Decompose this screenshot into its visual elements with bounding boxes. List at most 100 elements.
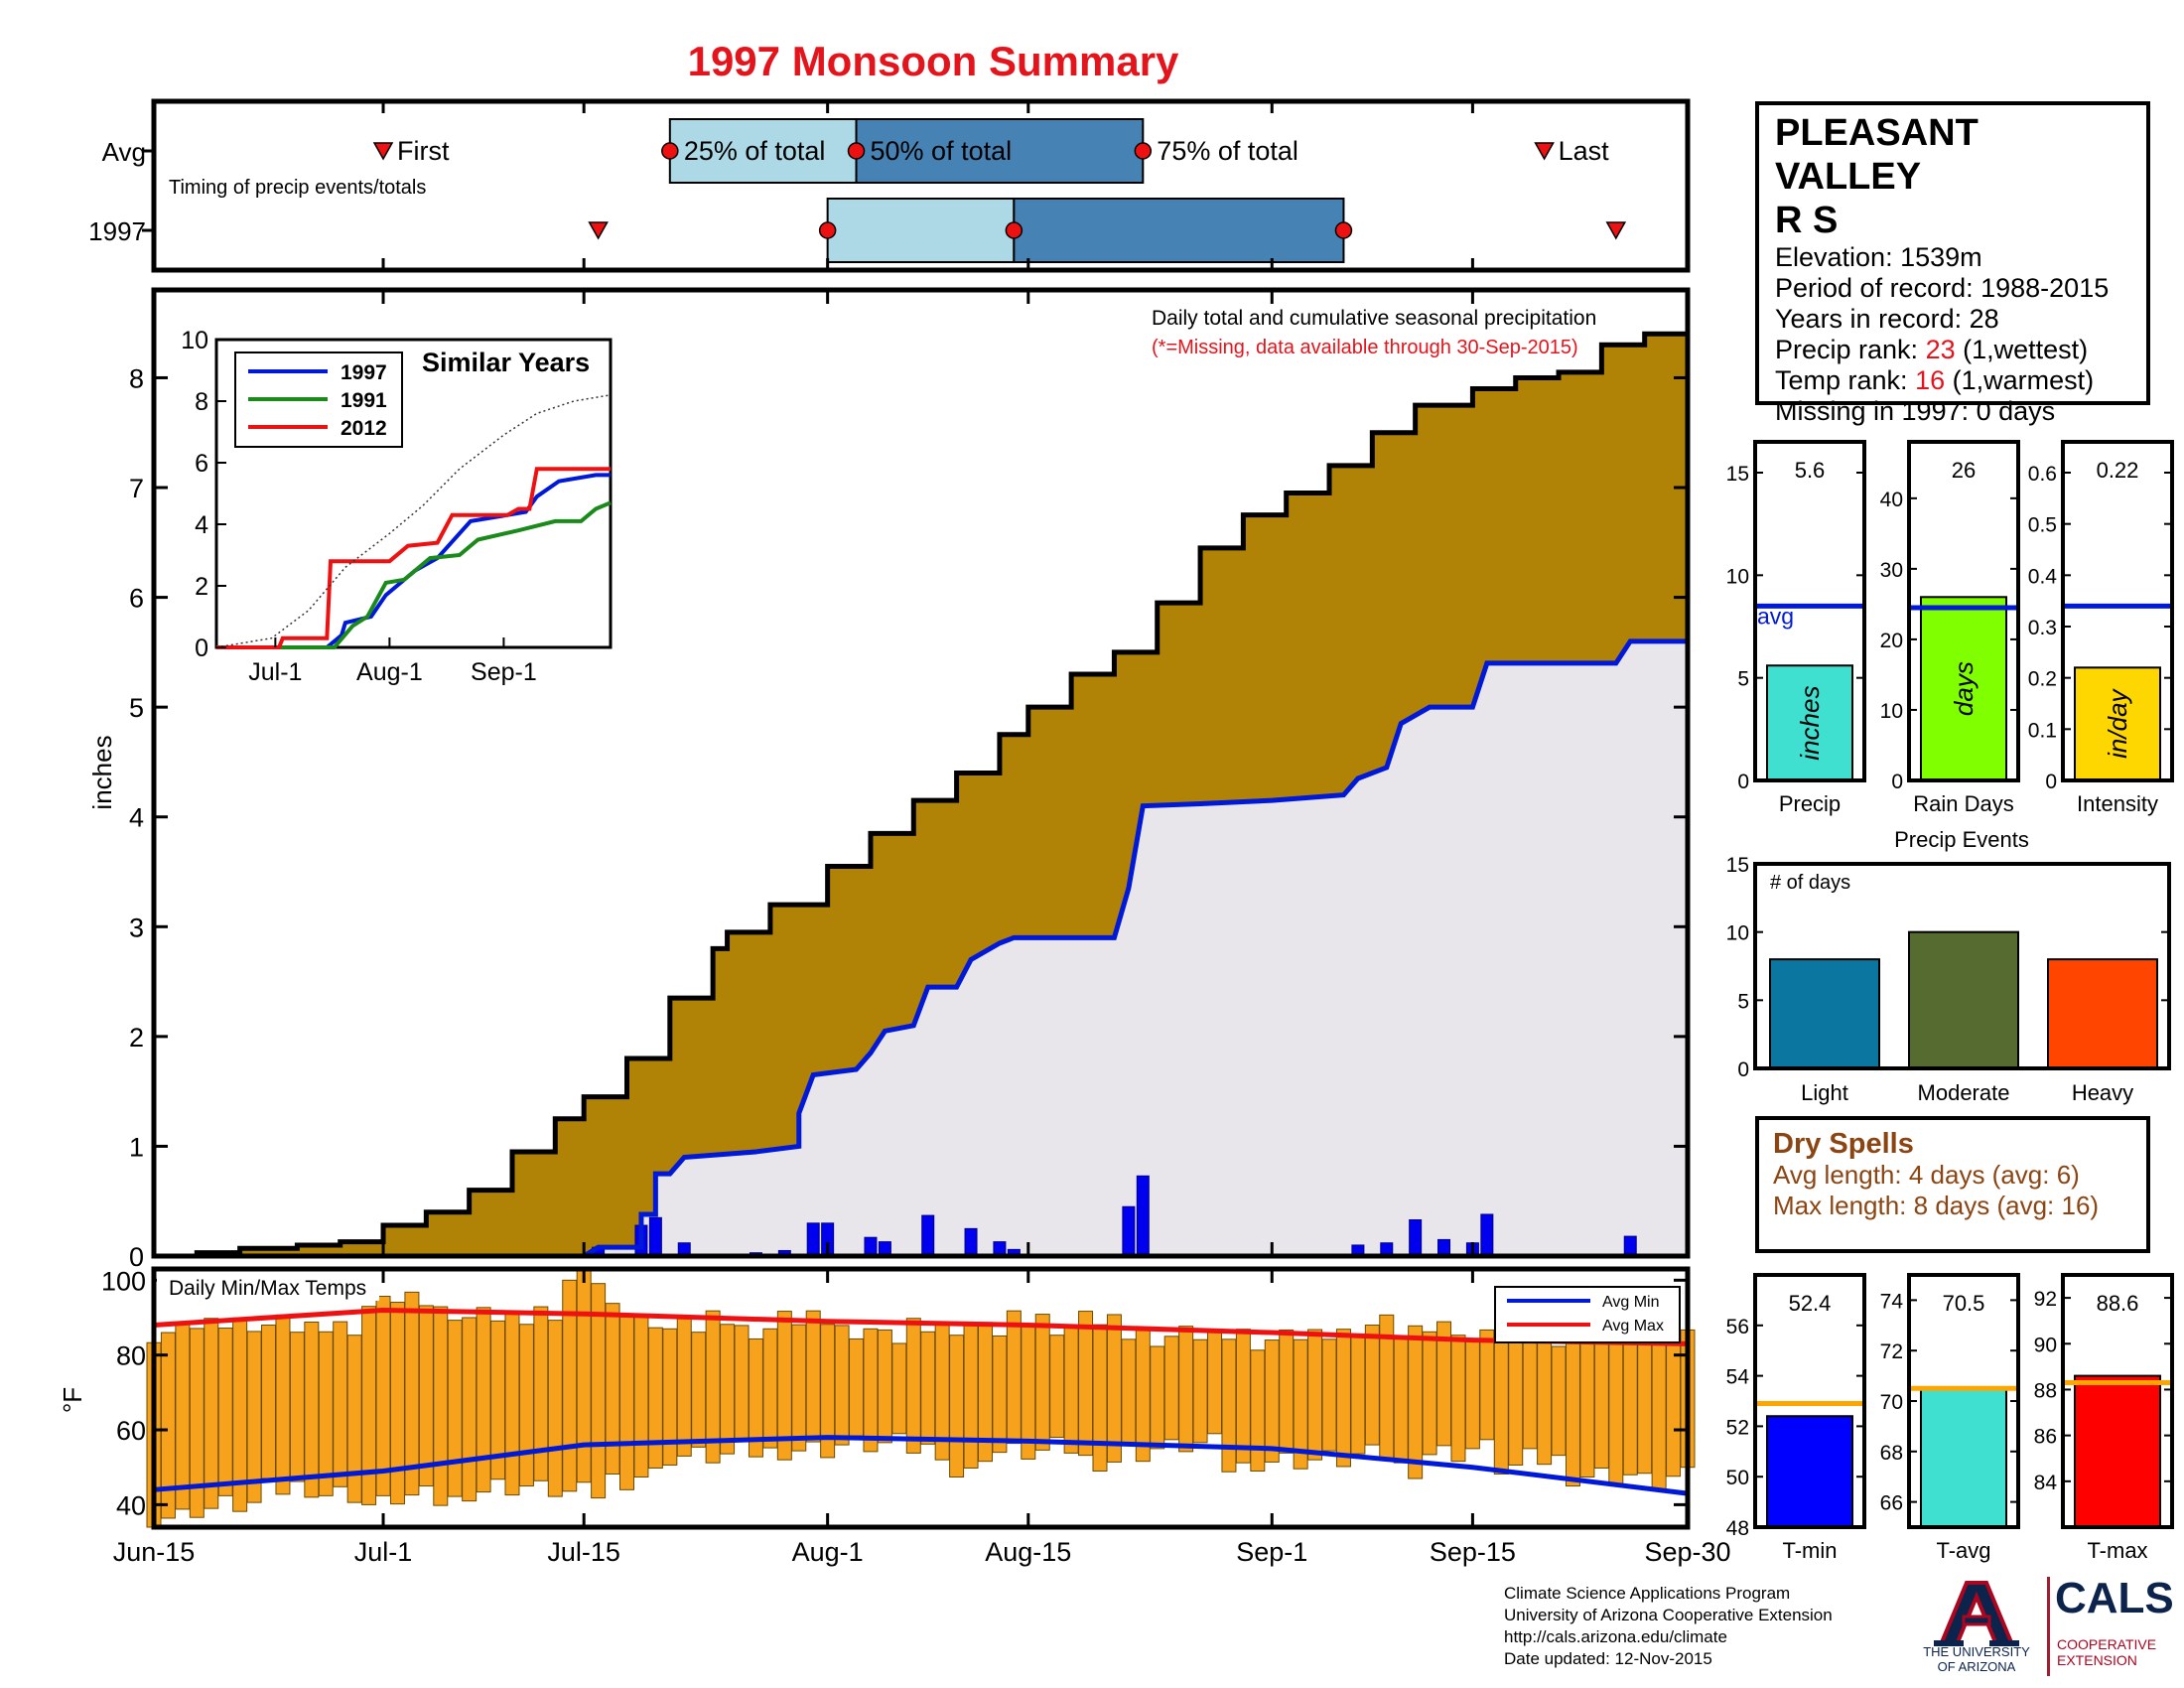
- events-ytick-label: 10: [1726, 922, 1749, 945]
- temp-daily-bar: [447, 1320, 463, 1497]
- precip-cumulative-1997-line: [154, 638, 1688, 1259]
- temp-daily-bar: [762, 1328, 778, 1449]
- events-ytick-label: 5: [1737, 990, 1749, 1013]
- temp-daily-bar: [246, 1331, 262, 1503]
- temp-summary-t-min-ytick-label: 56: [1726, 1316, 1749, 1338]
- precip-rank-value: 23: [1925, 335, 1956, 364]
- precip-ylabel: inches: [87, 735, 117, 809]
- temp-daily-bar: [1666, 1339, 1682, 1477]
- timing-avg-marker-p75: [1134, 142, 1153, 160]
- summary-precip-ytick-label: 5: [1737, 668, 1749, 691]
- precip-daily-bar: [964, 1227, 978, 1257]
- temp-rank-note: (1,warmest): [1945, 365, 2095, 395]
- temp-daily-bar: [1450, 1335, 1466, 1463]
- temp-daily-bar: [304, 1322, 320, 1498]
- summary-intensity-ytick-label: 0.6: [2028, 463, 2057, 486]
- events-bar-light: [1769, 958, 1880, 1070]
- temp-daily-bar: [949, 1335, 965, 1478]
- temp-daily-bar: [1479, 1329, 1495, 1441]
- similar-xtick-label: Jul-1: [248, 658, 302, 686]
- precip-frame: [151, 287, 1691, 1259]
- footer-credits: Climate Science Applications Program Uni…: [1504, 1583, 1833, 1670]
- temp-daily-bar: [1464, 1339, 1480, 1450]
- timing-row-avg-label: Avg: [102, 137, 146, 167]
- temp-daily-bar: [992, 1335, 1008, 1454]
- temp-summary-t-avg-xlabel: T-avg: [1936, 1538, 1990, 1563]
- precip-rank-note: (1,wettest): [1955, 335, 2089, 364]
- temp-daily-bar: [1493, 1332, 1509, 1475]
- timing-avg-last-triangle: [1534, 142, 1555, 161]
- x-axis-tick-label: Jun-15: [113, 1537, 196, 1567]
- temp-daily-bar: [691, 1332, 707, 1448]
- temps-legend: [1494, 1286, 1681, 1343]
- temp-summary-t-min-value-bar: [1766, 1415, 1853, 1528]
- similar-ytick-label: 0: [195, 634, 208, 662]
- precip-ytick-label: 8: [129, 363, 144, 393]
- temp-summary-t-avg-ytick-label: 68: [1880, 1442, 1903, 1465]
- temp-summary-t-max-ytick-label: 90: [2034, 1334, 2057, 1356]
- summary-intensity-ytick-label: 0.5: [2028, 514, 2057, 537]
- temps-ytick-label: 100: [101, 1266, 146, 1296]
- temp-daily-bar: [547, 1320, 563, 1497]
- temp-daily-bar: [204, 1318, 219, 1509]
- temp-daily-bar: [576, 1269, 592, 1483]
- summary-rain-days-unit-label: days: [1949, 661, 1979, 716]
- temp-daily-bar: [1321, 1338, 1337, 1452]
- timing-label-p25: 25% of total: [684, 136, 826, 166]
- temp-daily-bar: [1579, 1329, 1595, 1478]
- temp-daily-bar: [375, 1296, 391, 1496]
- temp-daily-bar: [175, 1322, 191, 1510]
- precip-ytick-label: 1: [129, 1132, 144, 1162]
- temp-daily-bar: [1593, 1338, 1609, 1469]
- temp-summary-t-max-value-bar: [2074, 1374, 2161, 1528]
- events-ytick-label: 0: [1737, 1058, 1749, 1081]
- x-axis-tick-label: Jul-15: [547, 1537, 620, 1567]
- ua-text-line2: OF ARIZONA: [1937, 1659, 2016, 1674]
- similar-ytick-label: 6: [195, 450, 208, 478]
- ua-text-line1: THE UNIVERSITY: [1923, 1644, 2030, 1659]
- legend-avg-max: Avg Max: [1602, 1318, 1664, 1335]
- events-ylabel: # of days: [1770, 872, 1850, 894]
- temp-daily-bar: [1235, 1329, 1251, 1464]
- temp-summary-t-max-ytick-label: 86: [2034, 1426, 2057, 1449]
- temp-daily-bar: [1163, 1336, 1179, 1441]
- missing-days: Missing in 1997: 0 days: [1775, 396, 2056, 426]
- similar-years-line-1997: [216, 473, 611, 649]
- similar-legend-label: 2012: [341, 417, 387, 440]
- footer-line-1: Climate Science Applications Program: [1504, 1584, 1791, 1603]
- precip-daily-bar: [1480, 1213, 1494, 1257]
- temp-daily-bar: [1408, 1325, 1424, 1479]
- summary-precip-unit-label: inches: [1795, 686, 1825, 761]
- temp-daily-bar: [1622, 1342, 1638, 1476]
- temp-daily-bar: [1637, 1329, 1653, 1475]
- temp-summary-t-avg-ytick-label: 66: [1880, 1492, 1903, 1515]
- similar-years-line-2012: [216, 467, 611, 649]
- temp-daily-bar: [1150, 1345, 1165, 1450]
- temp-daily-bar: [1121, 1338, 1137, 1447]
- temp-summary-t-max-frame: [2061, 1273, 2174, 1529]
- summary-precip-value-label: 5.6: [1795, 458, 1826, 483]
- timing-1997-marker-p75: [1334, 221, 1353, 239]
- similar-xtick-label: Aug-1: [356, 658, 423, 686]
- temp-daily-bar: [217, 1328, 233, 1496]
- footer-line-2: University of Arizona Cooperative Extens…: [1504, 1606, 1833, 1624]
- dry-spells-title: Dry Spells: [1773, 1128, 1914, 1160]
- station-years: Years in record: 28: [1775, 304, 1999, 334]
- summary-intensity-frame: [2061, 440, 2174, 782]
- precip-ytick-label: 5: [129, 693, 144, 723]
- temp-daily-bar: [1034, 1314, 1050, 1451]
- precip-subtitle: (*=Missing, data available through 30-Se…: [1152, 337, 1578, 358]
- summary-precip-ytick-label: 0: [1737, 771, 1749, 793]
- footer-url: http://cals.arizona.edu/climate: [1504, 1627, 1727, 1646]
- timing-1997-marker-p50: [1005, 221, 1024, 239]
- similar-years-line-1991: [216, 500, 612, 649]
- precip-title: Daily total and cumulative seasonal prec…: [1152, 307, 1596, 330]
- temps-title-bg: [157, 1273, 379, 1301]
- temp-daily-bar: [518, 1324, 534, 1487]
- precip-ytick-label: 2: [129, 1023, 144, 1053]
- summary-rain-days-xlabel: Rain Days: [1913, 791, 2013, 816]
- temp-daily-bar: [1006, 1310, 1022, 1445]
- similar-ytick-label: 4: [195, 511, 208, 539]
- coop-text-line1: COOPERATIVE: [2057, 1636, 2157, 1652]
